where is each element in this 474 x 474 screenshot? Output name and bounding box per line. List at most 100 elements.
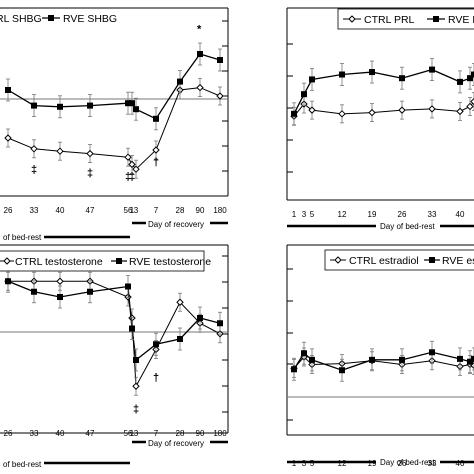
x-tick-labels: 1 3 5 12 19 26 33 40 [292, 459, 465, 468]
data-point-ctrl [466, 102, 474, 111]
legend-rve-label: RVE SHBG [63, 13, 117, 25]
x-tick-label: 26 [4, 429, 13, 438]
data-point-ctrl [152, 146, 160, 154]
x-tick-label: 3 [134, 206, 139, 215]
x-tick-label: 1 [130, 429, 135, 438]
data-point-rve [399, 356, 405, 363]
data-point-rve [399, 75, 405, 82]
data-point-rve [87, 102, 93, 109]
bedrest-label: Day of bed-rest [380, 458, 435, 467]
data-point-rve [125, 283, 131, 290]
x-tick-label: 26 [4, 206, 13, 215]
panel-estradiol: CTRL estradiol RVE estradiol 135 12 19 26 33… [286, 244, 474, 468]
data-point-ctrl [456, 107, 464, 116]
data-point-rve [133, 106, 139, 113]
data-point-ctrl [124, 153, 132, 161]
data-point-rve [467, 75, 473, 82]
series-line-rve [7, 280, 221, 362]
plot-area: ‡† [4, 269, 224, 416]
data-point-rve [291, 366, 297, 373]
data-point-rve [57, 103, 63, 110]
series-line-rve [7, 53, 221, 120]
x-tick-label: 40 [56, 429, 65, 438]
significance-mark: † [153, 372, 159, 384]
series-line-ctrl [293, 101, 474, 117]
series-line-rve [293, 68, 474, 115]
series-line-rve [293, 351, 474, 371]
x-tick-label: 1 [130, 206, 135, 215]
data-point-rve [217, 320, 223, 327]
data-point-rve [177, 78, 183, 85]
x-tick-label: 90 [196, 429, 205, 438]
series-line-ctrl [7, 87, 221, 170]
data-point-rve [339, 71, 345, 78]
x-tick-label: 26 [398, 210, 407, 219]
data-point-rve [129, 325, 135, 332]
data-point-rve [429, 66, 435, 73]
data-point-rve [369, 356, 375, 363]
legend-rve-label: RVE estradiol [442, 255, 474, 267]
data-point-rve [57, 294, 63, 300]
x-tick-label: 19 [368, 210, 377, 219]
x-tick-label: 47 [86, 206, 95, 215]
x-tick-label: 33 [30, 429, 39, 438]
recovery-label: Day of recovery [148, 220, 204, 229]
data-point-rve [5, 278, 11, 285]
x-tick-label: 40 [56, 206, 65, 215]
legend: CTRL testosterone RVE testosterone [0, 250, 211, 272]
data-point-rve [301, 91, 307, 98]
legend-ctrl-label: CTRL SHBG [0, 13, 42, 25]
data-point-rve [301, 350, 307, 357]
data-point-ctrl [56, 147, 64, 155]
legend-rve-marker [429, 257, 435, 263]
legend-rve-marker [48, 15, 54, 21]
data-point-ctrl [132, 382, 140, 390]
legend-ctrl-marker [3, 257, 11, 265]
x-tick-label: 33 [428, 210, 437, 219]
legend-rve-marker [116, 258, 122, 264]
x-tick-label: 56 [124, 206, 133, 215]
data-point-ctrl [30, 145, 38, 153]
data-point-rve [471, 71, 474, 78]
bedrest-label: Day of bed-rest [380, 222, 435, 231]
significance-mark: ‡ [87, 167, 93, 179]
significance-mark: * [197, 23, 202, 35]
data-point-rve [125, 100, 131, 107]
x-tick-label: 7 [154, 206, 159, 215]
legend-ctrl-marker [348, 15, 356, 23]
data-point-rve [133, 357, 139, 363]
data-point-rve [31, 288, 37, 295]
data-point-rve [457, 78, 463, 85]
y-tick-marks [287, 268, 474, 421]
data-point-ctrl [56, 277, 64, 285]
significance-mark: ‡ [31, 164, 37, 176]
data-point-ctrl [338, 110, 346, 118]
data-point-rve [369, 69, 375, 76]
x-tick-label: 1 [292, 459, 297, 468]
data-point-rve [309, 356, 315, 363]
data-point-rve [339, 367, 345, 374]
data-point-ctrl [308, 106, 316, 114]
data-point-rve [309, 76, 315, 83]
x-tick-label: 19 [368, 459, 377, 468]
significance-mark: ‡ [133, 404, 139, 416]
data-point-rve [197, 315, 203, 321]
x-tick-label: 3 [302, 459, 307, 468]
series-line-ctrl [293, 356, 474, 369]
legend: CTRL estradiol RVE estradiol [324, 249, 474, 271]
x-tick-label: 40 [456, 459, 465, 468]
x-tick-label: 56 [124, 429, 133, 438]
x-tick-label: 180 [213, 429, 227, 438]
data-point-ctrl [368, 108, 376, 117]
x-tick-labels: 26 33 40 47 561 3 7 28 90 180 [4, 429, 228, 438]
data-point-ctrl [128, 160, 136, 169]
significance-mark: ‡ [129, 171, 135, 183]
x-tick-labels: 1 3 5 12 19 26 33 40 [292, 210, 465, 219]
x-tick-label: 12 [338, 459, 347, 468]
data-point-ctrl [176, 298, 184, 306]
x-tick-label: 33 [30, 206, 39, 215]
x-tick-label: 28 [176, 206, 185, 215]
data-point-rve [177, 336, 183, 342]
series-line-ctrl [8, 280, 221, 389]
